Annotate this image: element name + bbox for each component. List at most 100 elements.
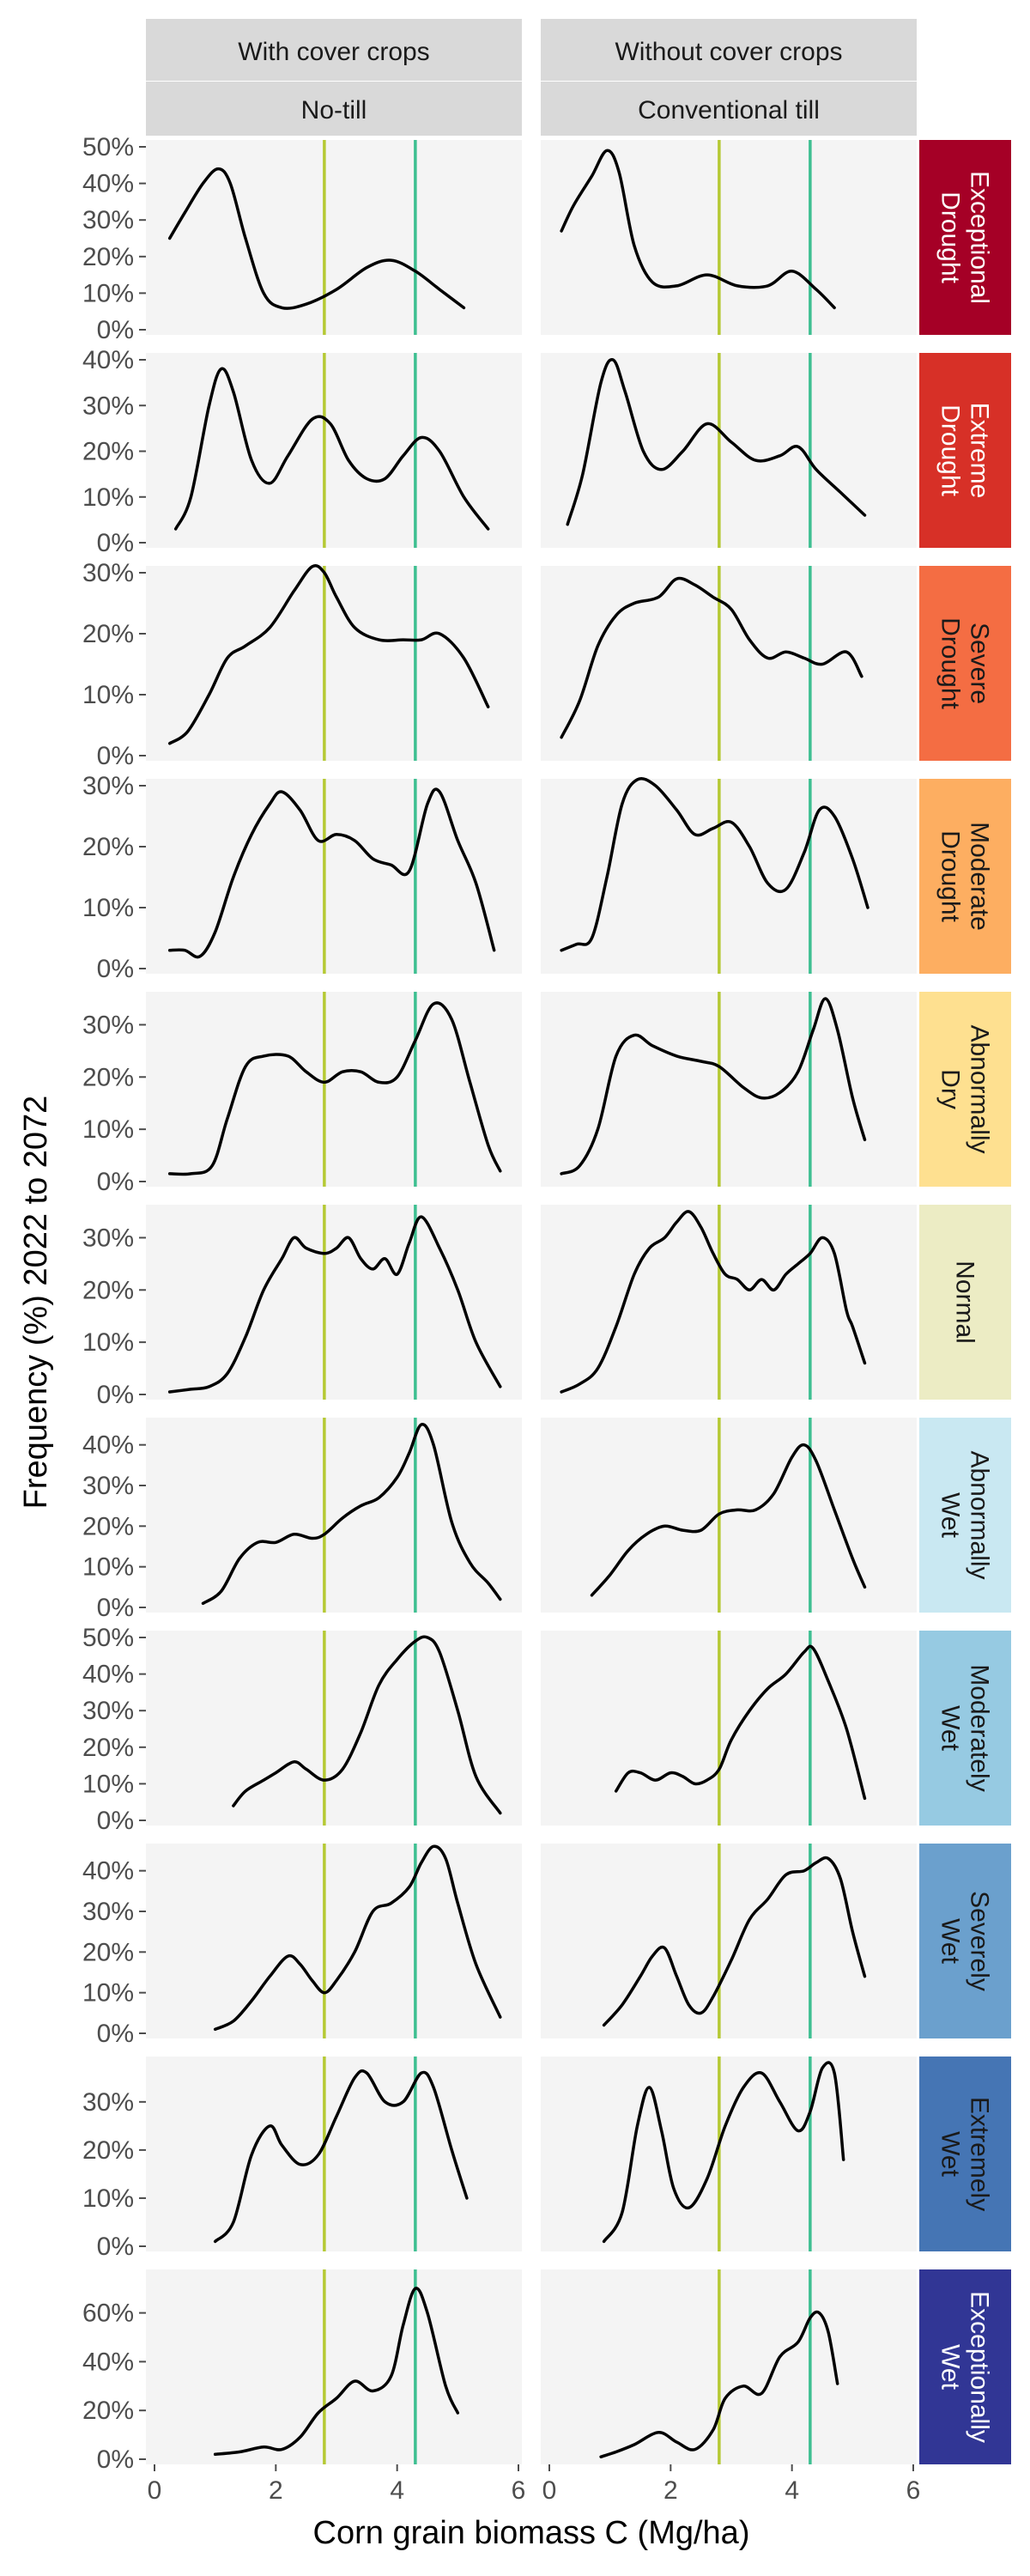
y-tick-label: 20%: [82, 438, 134, 466]
y-tick-label: 30%: [82, 2088, 134, 2117]
panel-background: [541, 779, 917, 974]
panel-background: [146, 1205, 522, 1400]
y-tick-label: 30%: [82, 1697, 134, 1725]
density-curve-conventional-till: [560, 776, 869, 952]
y-tick-label: 0%: [97, 1594, 134, 1622]
y-tick-label: 0%: [97, 955, 134, 983]
panel-background: [146, 779, 522, 974]
y-tick-label: 0%: [97, 1168, 134, 1196]
y-tick-label: 10%: [82, 1770, 134, 1798]
density-curve-no-till: [213, 1844, 502, 2032]
row-strip-text: Moderately: [966, 1664, 994, 1791]
y-tick-label: 30%: [82, 1224, 134, 1252]
y-tick-label: 40%: [82, 2348, 134, 2376]
y-tick-label: 50%: [82, 133, 134, 161]
y-tick-label: 0%: [97, 1381, 134, 1409]
row-strip: [919, 1844, 1011, 2038]
panel-background: [541, 1844, 917, 2038]
y-tick-label: 20%: [82, 1512, 134, 1540]
row-strip: [919, 1631, 1011, 1826]
y-tick-label: 20%: [82, 2397, 134, 2425]
row-strip: [919, 779, 1011, 974]
density-curve-no-till: [201, 1423, 502, 1606]
y-tick-label: 0%: [97, 2233, 134, 2261]
x-tick-label: 4: [785, 2476, 799, 2505]
density-curve-no-till: [213, 2069, 469, 2244]
y-tick-label: 20%: [82, 1734, 134, 1762]
panel-background: [541, 2057, 917, 2251]
y-tick-label: 30%: [82, 559, 134, 587]
density-curve-no-till: [213, 2287, 460, 2457]
row-strip-text: Normal: [951, 1261, 979, 1344]
y-tick-label: 30%: [82, 772, 134, 800]
panel-background: [146, 140, 522, 335]
y-tick-label: 20%: [82, 620, 134, 648]
y-tick-label: 0%: [97, 2445, 134, 2474]
density-curve-conventional-till: [590, 1443, 867, 1597]
row-strip: [919, 2269, 1011, 2464]
column-header-bottom: Conventional till: [638, 96, 820, 125]
row-strip-text: Severely: [966, 1891, 994, 1991]
x-tick-label: 6: [906, 2476, 921, 2505]
density-curve-conventional-till: [599, 2310, 839, 2458]
x-tick-label: 6: [512, 2476, 526, 2505]
row-strip: [919, 566, 1011, 761]
density-curve-conventional-till: [602, 2061, 845, 2244]
panel-background: [146, 1418, 522, 1613]
row-strip-text: Extreme: [966, 403, 994, 499]
column-header-top: With cover crops: [238, 38, 429, 66]
panel-background: [146, 353, 522, 548]
panel-background: [541, 1205, 917, 1400]
column-header-strip: [541, 19, 917, 81]
row-strip-text: Dry: [936, 1069, 965, 1109]
row-strip: [919, 2057, 1011, 2251]
row-strip-text: Severe: [966, 623, 994, 704]
panel-background: [146, 1844, 522, 2038]
row-strip-text: Wet: [936, 1705, 965, 1751]
panel-background: [146, 2269, 522, 2464]
row-strip-text: Abnormally: [966, 1450, 994, 1579]
row-strip-text: Drought: [936, 191, 965, 283]
y-tick-label: 0%: [97, 2020, 134, 2048]
column-header-strip: [146, 82, 522, 136]
row-strip: [919, 353, 1011, 548]
row-strip-text: Drought: [936, 404, 965, 496]
y-tick-label: 60%: [82, 2300, 134, 2328]
density-curve-conventional-till: [602, 1856, 867, 2027]
panel-background: [541, 2269, 917, 2464]
column-header-bottom: No-till: [301, 96, 367, 125]
x-tick-label: 2: [269, 2476, 283, 2505]
column-header-top: Without cover crops: [615, 38, 842, 66]
row-strip-text: Exceptional: [966, 171, 994, 304]
x-tick-label: 4: [390, 2476, 404, 2505]
panel-background: [541, 1418, 917, 1613]
y-tick-label: 40%: [82, 346, 134, 374]
y-tick-label: 40%: [82, 170, 134, 198]
density-curve-no-till: [167, 1001, 502, 1176]
row-strip-text: Drought: [936, 830, 965, 922]
row-strip-text: Abnormally: [966, 1024, 994, 1153]
y-tick-label: 20%: [82, 243, 134, 271]
row-strip-text: Drought: [936, 617, 965, 709]
y-tick-label: 10%: [82, 279, 134, 307]
y-tick-label: 20%: [82, 833, 134, 861]
row-strip-text: Moderate: [966, 822, 994, 931]
y-tick-label: 30%: [82, 1472, 134, 1500]
x-tick-label: 2: [663, 2476, 678, 2505]
y-tick-label: 40%: [82, 1857, 134, 1886]
x-axis-title: Corn grain biomass C (Mg/ha): [313, 2515, 750, 2551]
y-tick-label: 0%: [97, 316, 134, 344]
row-strip: [919, 140, 1011, 335]
row-strip-text: Wet: [936, 2131, 965, 2177]
panel-background: [541, 1631, 917, 1826]
row-strip-text: Extremely: [966, 2097, 994, 2211]
y-tick-label: 10%: [82, 1553, 134, 1582]
y-tick-label: 40%: [82, 1661, 134, 1689]
